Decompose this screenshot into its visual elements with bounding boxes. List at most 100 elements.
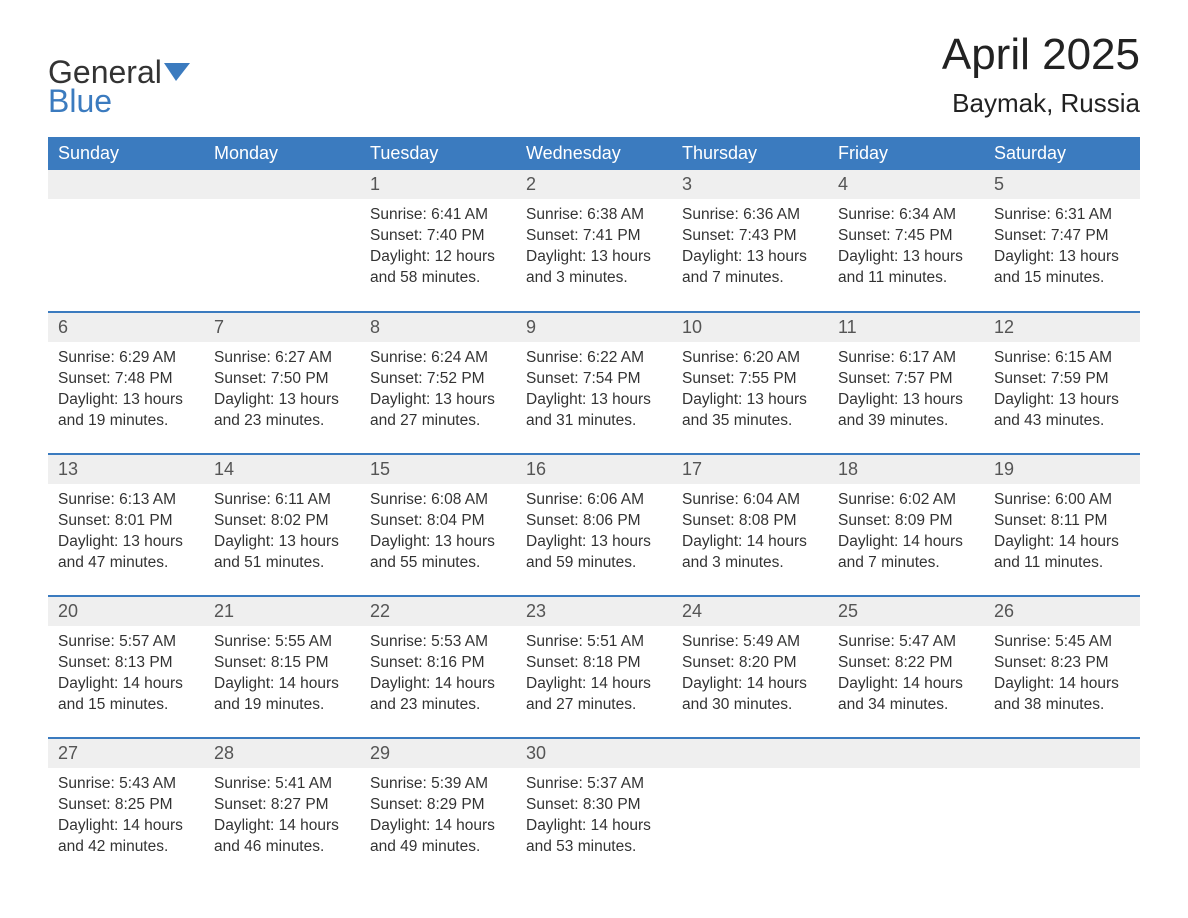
sunrise-line: Sunrise: 6:06 AM — [526, 490, 662, 511]
day-details: Sunrise: 5:57 AMSunset: 8:13 PMDaylight:… — [48, 626, 204, 726]
sunset-line: Sunset: 8:16 PM — [370, 653, 506, 674]
daylight-line: Daylight: 13 hours and 47 minutes. — [58, 532, 194, 574]
day-number: 2 — [516, 170, 672, 199]
sunset-line: Sunset: 7:59 PM — [994, 369, 1130, 390]
sunset-line: Sunset: 7:57 PM — [838, 369, 974, 390]
calendar-week-row: 1Sunrise: 6:41 AMSunset: 7:40 PMDaylight… — [48, 170, 1140, 312]
day-details: Sunrise: 6:15 AMSunset: 7:59 PMDaylight:… — [984, 342, 1140, 442]
sunset-line: Sunset: 8:27 PM — [214, 795, 350, 816]
calendar-day-cell: 19Sunrise: 6:00 AMSunset: 8:11 PMDayligh… — [984, 454, 1140, 596]
day-details: Sunrise: 6:04 AMSunset: 8:08 PMDaylight:… — [672, 484, 828, 584]
daylight-line: Daylight: 13 hours and 23 minutes. — [214, 390, 350, 432]
sunrise-line: Sunrise: 5:53 AM — [370, 632, 506, 653]
sunrise-line: Sunrise: 5:43 AM — [58, 774, 194, 795]
weekday-header: Monday — [204, 137, 360, 170]
daylight-line: Daylight: 13 hours and 59 minutes. — [526, 532, 662, 574]
calendar-week-row: 27Sunrise: 5:43 AMSunset: 8:25 PMDayligh… — [48, 738, 1140, 880]
day-details: Sunrise: 5:45 AMSunset: 8:23 PMDaylight:… — [984, 626, 1140, 726]
calendar-day-cell: 15Sunrise: 6:08 AMSunset: 8:04 PMDayligh… — [360, 454, 516, 596]
daylight-line: Daylight: 14 hours and 27 minutes. — [526, 674, 662, 716]
page-header: General Blue April 2025 Baymak, Russia — [48, 30, 1140, 119]
sunset-line: Sunset: 8:06 PM — [526, 511, 662, 532]
sunrise-line: Sunrise: 6:13 AM — [58, 490, 194, 511]
sunrise-line: Sunrise: 5:51 AM — [526, 632, 662, 653]
daylight-line: Daylight: 14 hours and 11 minutes. — [994, 532, 1130, 574]
sunrise-line: Sunrise: 5:47 AM — [838, 632, 974, 653]
day-number: 13 — [48, 455, 204, 484]
day-number: 15 — [360, 455, 516, 484]
sunset-line: Sunset: 7:40 PM — [370, 226, 506, 247]
day-number: 6 — [48, 313, 204, 342]
weekday-header: Thursday — [672, 137, 828, 170]
sunrise-line: Sunrise: 6:36 AM — [682, 205, 818, 226]
calendar-day-cell: 10Sunrise: 6:20 AMSunset: 7:55 PMDayligh… — [672, 312, 828, 454]
calendar-day-cell: 25Sunrise: 5:47 AMSunset: 8:22 PMDayligh… — [828, 596, 984, 738]
brand-logo: General Blue — [48, 58, 192, 116]
calendar-day-cell: 1Sunrise: 6:41 AMSunset: 7:40 PMDaylight… — [360, 170, 516, 312]
calendar-day-cell: 18Sunrise: 6:02 AMSunset: 8:09 PMDayligh… — [828, 454, 984, 596]
brand-name: General Blue — [48, 58, 192, 116]
sunrise-line: Sunrise: 5:37 AM — [526, 774, 662, 795]
day-number: 24 — [672, 597, 828, 626]
sunrise-line: Sunrise: 5:41 AM — [214, 774, 350, 795]
daylight-line: Daylight: 14 hours and 53 minutes. — [526, 816, 662, 858]
sunset-line: Sunset: 7:41 PM — [526, 226, 662, 247]
calendar-day-cell: 6Sunrise: 6:29 AMSunset: 7:48 PMDaylight… — [48, 312, 204, 454]
sunrise-line: Sunrise: 6:04 AM — [682, 490, 818, 511]
daylight-line: Daylight: 14 hours and 23 minutes. — [370, 674, 506, 716]
day-number: 22 — [360, 597, 516, 626]
day-number: 23 — [516, 597, 672, 626]
day-details: Sunrise: 6:20 AMSunset: 7:55 PMDaylight:… — [672, 342, 828, 442]
sunrise-line: Sunrise: 6:17 AM — [838, 348, 974, 369]
sunset-line: Sunset: 8:29 PM — [370, 795, 506, 816]
calendar-week-row: 6Sunrise: 6:29 AMSunset: 7:48 PMDaylight… — [48, 312, 1140, 454]
day-number: 9 — [516, 313, 672, 342]
calendar-day-cell: 29Sunrise: 5:39 AMSunset: 8:29 PMDayligh… — [360, 738, 516, 880]
sunset-line: Sunset: 8:13 PM — [58, 653, 194, 674]
day-details: Sunrise: 5:49 AMSunset: 8:20 PMDaylight:… — [672, 626, 828, 726]
calendar-body: 1Sunrise: 6:41 AMSunset: 7:40 PMDaylight… — [48, 170, 1140, 880]
day-details: Sunrise: 5:39 AMSunset: 8:29 PMDaylight:… — [360, 768, 516, 868]
day-number: 16 — [516, 455, 672, 484]
calendar-day-cell: 27Sunrise: 5:43 AMSunset: 8:25 PMDayligh… — [48, 738, 204, 880]
day-number: 20 — [48, 597, 204, 626]
daylight-line: Daylight: 13 hours and 15 minutes. — [994, 247, 1130, 289]
day-number — [48, 170, 204, 199]
sunrise-line: Sunrise: 6:38 AM — [526, 205, 662, 226]
calendar-day-cell: 13Sunrise: 6:13 AMSunset: 8:01 PMDayligh… — [48, 454, 204, 596]
sunrise-line: Sunrise: 6:24 AM — [370, 348, 506, 369]
sunset-line: Sunset: 8:09 PM — [838, 511, 974, 532]
daylight-line: Daylight: 13 hours and 19 minutes. — [58, 390, 194, 432]
sunset-line: Sunset: 8:22 PM — [838, 653, 974, 674]
day-number: 12 — [984, 313, 1140, 342]
calendar-day-cell: 14Sunrise: 6:11 AMSunset: 8:02 PMDayligh… — [204, 454, 360, 596]
sunrise-line: Sunrise: 6:00 AM — [994, 490, 1130, 511]
sunrise-line: Sunrise: 6:29 AM — [58, 348, 194, 369]
flag-icon — [162, 58, 192, 87]
daylight-line: Daylight: 14 hours and 7 minutes. — [838, 532, 974, 574]
daylight-line: Daylight: 13 hours and 3 minutes. — [526, 247, 662, 289]
brand-name-part2: Blue — [48, 83, 112, 119]
weekday-header: Friday — [828, 137, 984, 170]
calendar-day-cell: 4Sunrise: 6:34 AMSunset: 7:45 PMDaylight… — [828, 170, 984, 312]
day-number: 30 — [516, 739, 672, 768]
daylight-line: Daylight: 13 hours and 7 minutes. — [682, 247, 818, 289]
day-number — [672, 739, 828, 768]
sunrise-line: Sunrise: 6:27 AM — [214, 348, 350, 369]
sunrise-line: Sunrise: 5:57 AM — [58, 632, 194, 653]
calendar-day-cell — [204, 170, 360, 312]
day-details: Sunrise: 6:00 AMSunset: 8:11 PMDaylight:… — [984, 484, 1140, 584]
day-number: 5 — [984, 170, 1140, 199]
sunset-line: Sunset: 8:30 PM — [526, 795, 662, 816]
sunset-line: Sunset: 7:47 PM — [994, 226, 1130, 247]
day-details: Sunrise: 6:02 AMSunset: 8:09 PMDaylight:… — [828, 484, 984, 584]
location-subtitle: Baymak, Russia — [942, 88, 1140, 119]
day-details: Sunrise: 6:13 AMSunset: 8:01 PMDaylight:… — [48, 484, 204, 584]
day-number: 25 — [828, 597, 984, 626]
day-details: Sunrise: 6:38 AMSunset: 7:41 PMDaylight:… — [516, 199, 672, 299]
month-title: April 2025 — [942, 30, 1140, 80]
sunrise-line: Sunrise: 6:20 AM — [682, 348, 818, 369]
day-number: 14 — [204, 455, 360, 484]
daylight-line: Daylight: 14 hours and 3 minutes. — [682, 532, 818, 574]
day-number: 29 — [360, 739, 516, 768]
